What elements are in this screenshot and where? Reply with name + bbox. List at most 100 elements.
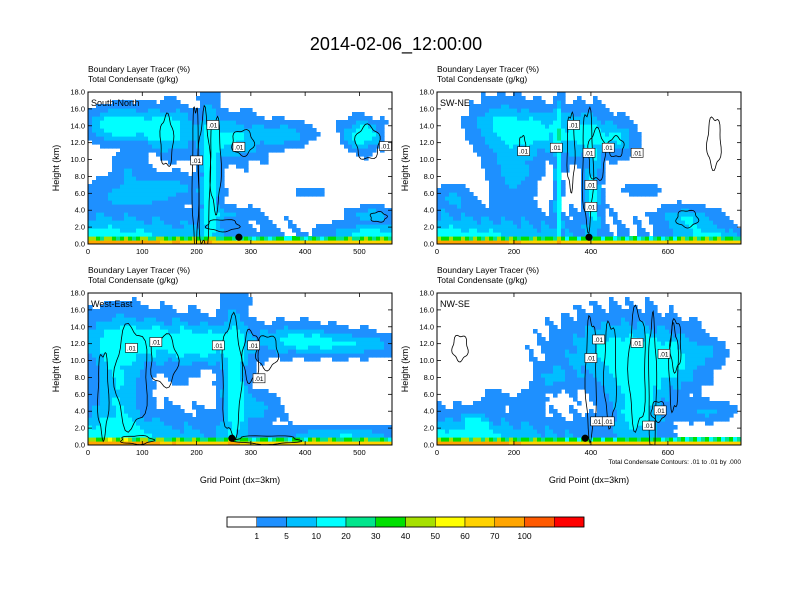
field-cell: [196, 421, 201, 426]
field-cell: [132, 128, 137, 133]
field-cell: [529, 124, 534, 129]
field-cell: [589, 188, 594, 193]
field-cell: [88, 397, 93, 402]
field-cell: [513, 136, 518, 141]
field-cell: [220, 393, 225, 398]
field-cell: [569, 136, 574, 141]
field-cell: [384, 120, 389, 125]
field-cell: [196, 116, 201, 121]
field-cell: [605, 136, 610, 141]
field-cell: [160, 441, 165, 445]
field-cell: [216, 385, 221, 390]
field-cell: [104, 208, 109, 213]
contour-line: [369, 210, 388, 223]
field-cell: [96, 429, 101, 434]
field-cell: [248, 317, 253, 322]
field-cell: [132, 208, 137, 213]
field-cell: [244, 317, 249, 322]
field-cell: [116, 301, 121, 306]
field-cell: [240, 112, 245, 117]
field-cell: [136, 204, 141, 209]
field-cell: [609, 120, 614, 125]
field-cell: [256, 437, 261, 442]
field-cell: [184, 441, 189, 445]
field-cell: [220, 425, 225, 430]
field-cell: [513, 192, 518, 197]
field-cell: [200, 176, 205, 181]
field-cell: [224, 152, 229, 157]
field-cell: [244, 168, 249, 173]
field-cell: [212, 224, 217, 229]
field-cell: [529, 164, 534, 169]
field-cell: [653, 236, 658, 241]
field-cell: [136, 152, 141, 157]
field-cell: [264, 128, 269, 133]
field-cell: [152, 144, 157, 149]
field-cell: [248, 381, 253, 386]
field-cell: [581, 200, 586, 205]
field-cell: [320, 192, 325, 197]
field-cell: [164, 212, 169, 217]
field-cell: [132, 425, 137, 430]
field-cell: [296, 228, 301, 233]
field-cell: [160, 224, 165, 229]
field-cell: [284, 136, 289, 141]
field-cell: [176, 108, 181, 113]
field-cell: [653, 192, 658, 197]
field-cell: [260, 337, 265, 342]
field-cell: [240, 333, 245, 338]
field-cell: [108, 228, 113, 233]
field-cell: [517, 168, 522, 173]
field-cell: [200, 100, 205, 105]
field-cell: [673, 208, 678, 213]
field-cell: [593, 176, 598, 181]
field-cell: [232, 441, 237, 445]
field-cell: [581, 232, 586, 237]
field-cell: [88, 184, 93, 189]
field-cell: [489, 104, 494, 109]
field-cell: [140, 132, 145, 137]
field-cell: [172, 100, 177, 105]
field-cell: [561, 108, 566, 113]
field-cell: [541, 212, 546, 217]
field-cell: [196, 341, 201, 346]
field-cell: [136, 192, 141, 197]
field-cell: [509, 112, 514, 117]
field-cell: [148, 369, 153, 374]
field-cell: [172, 441, 177, 445]
field-cell: [144, 409, 149, 414]
field-cell: [184, 313, 189, 318]
field-cell: [268, 417, 273, 422]
field-cell: [212, 108, 217, 113]
field-cell: [705, 236, 710, 241]
field-cell: [533, 220, 538, 225]
field-cell: [228, 140, 233, 145]
field-cell: [565, 224, 570, 229]
field-cell: [497, 208, 502, 213]
field-cell: [92, 228, 97, 233]
field-cell: [489, 96, 494, 101]
field-cell: [685, 220, 690, 225]
field-cell: [380, 228, 385, 233]
field-cell: [116, 321, 121, 326]
field-cell: [256, 208, 261, 213]
field-cell: [493, 200, 498, 205]
field-cell: [180, 349, 185, 354]
field-cell: [268, 409, 273, 414]
field-cell: [625, 188, 630, 193]
field-cell: [613, 120, 618, 125]
field-cell: [348, 224, 353, 229]
field-cell: [609, 212, 614, 217]
field-cell: [533, 136, 538, 141]
field-cell: [497, 180, 502, 185]
field-cell: [108, 224, 113, 229]
field-cell: [112, 168, 117, 173]
contour-line: [705, 116, 722, 172]
field-cell: [188, 329, 193, 334]
field-cell: [453, 224, 458, 229]
field-cell: [437, 212, 442, 217]
field-cell: [280, 132, 285, 137]
field-cell: [597, 124, 602, 129]
field-cell: [348, 120, 353, 125]
field-cell: [348, 124, 353, 129]
